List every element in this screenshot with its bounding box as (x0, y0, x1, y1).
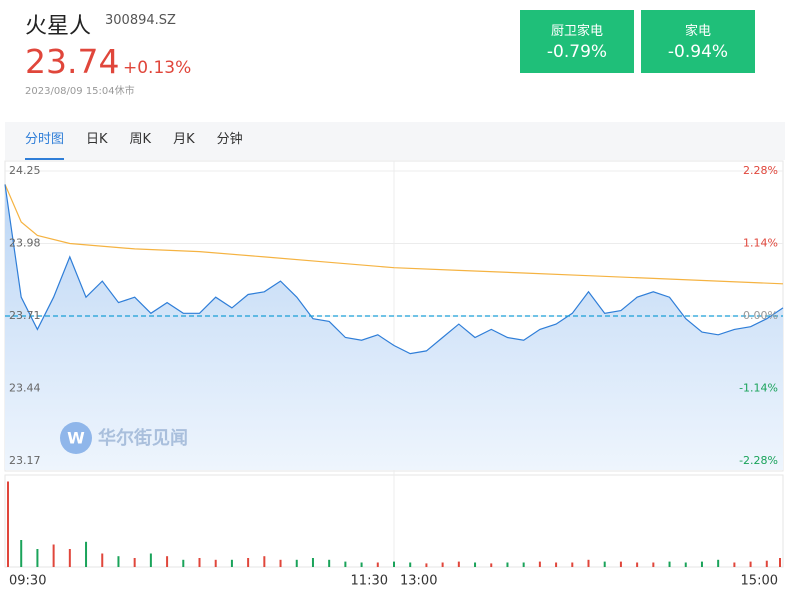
watermark: 华尔街见闻 (98, 427, 188, 449)
volume-bar (603, 561, 606, 567)
volume-bar (700, 561, 703, 567)
price: 23.74 (25, 42, 120, 81)
volume-bar (68, 549, 71, 567)
volume-bar (247, 558, 250, 567)
y-tick-label: 23.17 (9, 454, 41, 467)
x-tick-label: 11:30 (351, 574, 388, 589)
volume-bar (409, 562, 412, 567)
y2-tick-label: 0.00% (743, 309, 778, 322)
volume-bar (360, 562, 363, 567)
x-tick-label: 09:30 (9, 574, 46, 589)
volume-bar (684, 562, 687, 567)
price-line (4, 184, 784, 355)
volume-bar (214, 559, 217, 567)
watermark-logo (60, 422, 92, 454)
volume-bar (279, 559, 282, 567)
volume-bar (636, 562, 639, 567)
tab[interactable]: 分钟 (216, 132, 243, 147)
sector-box[interactable]: 家电 -0.94% (641, 10, 755, 73)
volume-bar (311, 558, 314, 567)
volume-bar (717, 559, 720, 567)
average-line (4, 184, 784, 285)
volume-bar (490, 563, 493, 567)
tab[interactable]: 日K (86, 132, 108, 147)
volume-bar (506, 562, 509, 567)
y2-tick-label: -2.28% (739, 454, 778, 467)
tab[interactable]: 月K (173, 132, 195, 147)
tab-bar: 分时图 日K 周K 月K 分钟 (5, 122, 785, 160)
price-area (5, 184, 783, 470)
x-tick-label: 15:00 (741, 574, 778, 589)
volume-bar (149, 553, 152, 567)
y-tick-label: 23.98 (9, 237, 41, 250)
stock-code: 300894.SZ (105, 13, 176, 28)
volume-bar (117, 556, 120, 567)
volume-bar (376, 562, 379, 567)
volume-bar (733, 562, 736, 567)
volume-bar (182, 559, 185, 567)
volume-bar (133, 558, 136, 567)
tab[interactable]: 分时图 (25, 122, 65, 160)
volume-bar (571, 562, 574, 567)
volume-bar (522, 562, 525, 567)
change: +0.13% (123, 58, 192, 78)
volume-bar (652, 562, 655, 567)
volume-bar (7, 481, 9, 567)
volume-bar (587, 559, 590, 567)
tab[interactable]: 周K (129, 132, 152, 147)
volume-bar (344, 561, 347, 567)
sector-change: -0.94% (667, 42, 729, 62)
sector-name: 家电 (684, 24, 711, 39)
y2-tick-label: 1.14% (743, 237, 778, 250)
volume-bar (166, 556, 169, 567)
volume-bar (295, 559, 298, 567)
volume-bar (765, 560, 768, 567)
volume-bar (474, 562, 477, 567)
time: 2023/08/09 15:04休市 (25, 86, 135, 97)
sector-change: -0.79% (546, 42, 608, 62)
volume-bar (85, 541, 88, 567)
y2-tick-label: 2.28% (743, 164, 778, 177)
volume-bar (538, 561, 541, 567)
volume-bar (36, 549, 39, 567)
volume-bar (749, 561, 752, 567)
volume-bar (263, 556, 266, 567)
volume-bar (20, 540, 23, 567)
y-tick-label: 24.25 (9, 164, 41, 177)
volume-bar (668, 561, 671, 567)
volume-bar (52, 544, 55, 567)
sector-box[interactable]: 厨卫家电 -0.79% (520, 10, 634, 73)
y-tick-label: 23.71 (9, 309, 41, 322)
volume-bar (555, 562, 558, 567)
volume-bar (619, 561, 622, 567)
volume-bar (457, 561, 460, 567)
x-tick-label: 13:00 (400, 574, 437, 589)
sector-name: 厨卫家电 (550, 24, 603, 39)
volume-bar (393, 561, 395, 567)
volume-bar (328, 559, 331, 567)
volume-bar (779, 558, 781, 567)
volume-bar (230, 559, 233, 567)
y-tick-label: 23.44 (9, 382, 41, 395)
volume-bar (101, 553, 104, 567)
y2-tick-label: -1.14% (739, 382, 778, 395)
watermark-logo-letter: W (67, 429, 85, 448)
volume-bar (441, 562, 444, 567)
volume-bar (198, 558, 201, 567)
volume-bar (425, 563, 428, 567)
stock-name: 火星人 (25, 14, 92, 39)
